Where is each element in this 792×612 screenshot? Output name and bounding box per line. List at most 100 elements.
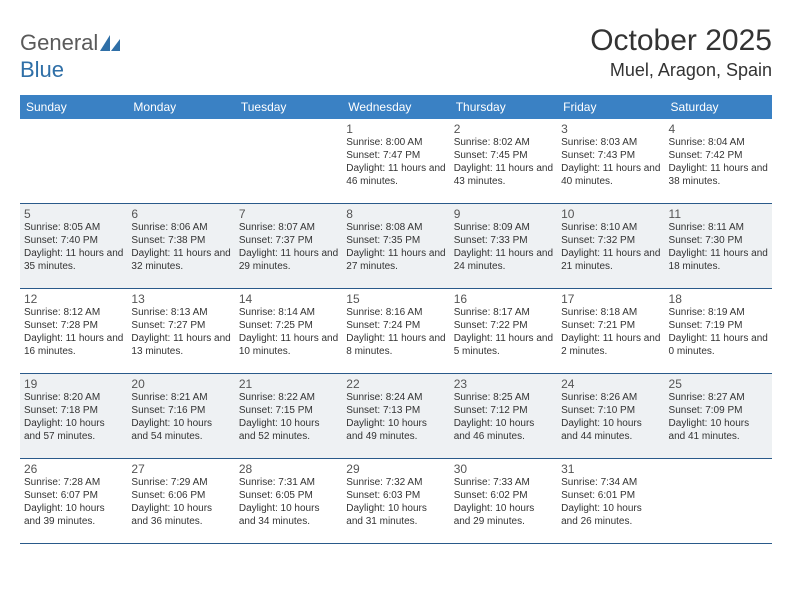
sunrise-text: Sunrise: 8:09 AM — [454, 222, 553, 235]
day-cell: 23Sunrise: 8:25 AMSunset: 7:12 PMDayligh… — [450, 374, 557, 458]
daylight-text: Daylight: 10 hours and 57 minutes. — [24, 418, 123, 444]
day-info: Sunrise: 8:22 AMSunset: 7:15 PMDaylight:… — [239, 392, 338, 443]
day-info: Sunrise: 8:09 AMSunset: 7:33 PMDaylight:… — [454, 222, 553, 273]
day-cell: 29Sunrise: 7:32 AMSunset: 6:03 PMDayligh… — [342, 459, 449, 543]
sunset-text: Sunset: 7:09 PM — [669, 405, 768, 418]
day-cell: 20Sunrise: 8:21 AMSunset: 7:16 PMDayligh… — [127, 374, 234, 458]
day-number: 19 — [24, 377, 123, 391]
day-cell: 11Sunrise: 8:11 AMSunset: 7:30 PMDayligh… — [665, 204, 772, 288]
day-cell: 14Sunrise: 8:14 AMSunset: 7:25 PMDayligh… — [235, 289, 342, 373]
daylight-text: Daylight: 10 hours and 26 minutes. — [561, 503, 660, 529]
day-number: 7 — [239, 207, 338, 221]
day-info: Sunrise: 8:12 AMSunset: 7:28 PMDaylight:… — [24, 307, 123, 358]
day-number: 31 — [561, 462, 660, 476]
daylight-text: Daylight: 11 hours and 40 minutes. — [561, 163, 660, 189]
daylight-text: Daylight: 11 hours and 46 minutes. — [346, 163, 445, 189]
day-info: Sunrise: 8:17 AMSunset: 7:22 PMDaylight:… — [454, 307, 553, 358]
sunset-text: Sunset: 7:33 PM — [454, 235, 553, 248]
day-cell: 10Sunrise: 8:10 AMSunset: 7:32 PMDayligh… — [557, 204, 664, 288]
day-number: 2 — [454, 122, 553, 136]
daylight-text: Daylight: 10 hours and 46 minutes. — [454, 418, 553, 444]
sunset-text: Sunset: 7:40 PM — [24, 235, 123, 248]
day-number: 12 — [24, 292, 123, 306]
week-row: 19Sunrise: 8:20 AMSunset: 7:18 PMDayligh… — [20, 374, 772, 459]
day-cell: 12Sunrise: 8:12 AMSunset: 7:28 PMDayligh… — [20, 289, 127, 373]
day-info: Sunrise: 8:16 AMSunset: 7:24 PMDaylight:… — [346, 307, 445, 358]
sunset-text: Sunset: 7:10 PM — [561, 405, 660, 418]
daylight-text: Daylight: 10 hours and 34 minutes. — [239, 503, 338, 529]
day-info: Sunrise: 7:29 AMSunset: 6:06 PMDaylight:… — [131, 477, 230, 528]
sunrise-text: Sunrise: 8:20 AM — [24, 392, 123, 405]
day-info: Sunrise: 7:34 AMSunset: 6:01 PMDaylight:… — [561, 477, 660, 528]
day-cell — [20, 119, 127, 203]
sunset-text: Sunset: 6:06 PM — [131, 490, 230, 503]
day-cell: 3Sunrise: 8:03 AMSunset: 7:43 PMDaylight… — [557, 119, 664, 203]
day-info: Sunrise: 8:11 AMSunset: 7:30 PMDaylight:… — [669, 222, 768, 273]
sunrise-text: Sunrise: 8:26 AM — [561, 392, 660, 405]
week-row: 5Sunrise: 8:05 AMSunset: 7:40 PMDaylight… — [20, 204, 772, 289]
day-cell — [665, 459, 772, 543]
sunset-text: Sunset: 7:32 PM — [561, 235, 660, 248]
daylight-text: Daylight: 10 hours and 39 minutes. — [24, 503, 123, 529]
daylight-text: Daylight: 10 hours and 29 minutes. — [454, 503, 553, 529]
sail-icon — [100, 31, 120, 57]
daylight-text: Daylight: 11 hours and 18 minutes. — [669, 248, 768, 274]
day-info: Sunrise: 8:00 AMSunset: 7:47 PMDaylight:… — [346, 137, 445, 188]
sunrise-text: Sunrise: 8:05 AM — [24, 222, 123, 235]
sunrise-text: Sunrise: 8:25 AM — [454, 392, 553, 405]
daylight-text: Daylight: 11 hours and 32 minutes. — [131, 248, 230, 274]
sunset-text: Sunset: 6:02 PM — [454, 490, 553, 503]
daylight-text: Daylight: 11 hours and 27 minutes. — [346, 248, 445, 274]
sunrise-text: Sunrise: 7:32 AM — [346, 477, 445, 490]
sunrise-text: Sunrise: 7:33 AM — [454, 477, 553, 490]
day-info: Sunrise: 8:06 AMSunset: 7:38 PMDaylight:… — [131, 222, 230, 273]
day-number: 8 — [346, 207, 445, 221]
day-info: Sunrise: 8:03 AMSunset: 7:43 PMDaylight:… — [561, 137, 660, 188]
day-info: Sunrise: 7:31 AMSunset: 6:05 PMDaylight:… — [239, 477, 338, 528]
day-number: 27 — [131, 462, 230, 476]
daylight-text: Daylight: 11 hours and 2 minutes. — [561, 333, 660, 359]
sunrise-text: Sunrise: 8:18 AM — [561, 307, 660, 320]
sunset-text: Sunset: 7:43 PM — [561, 150, 660, 163]
daylight-text: Daylight: 11 hours and 10 minutes. — [239, 333, 338, 359]
sunrise-text: Sunrise: 8:02 AM — [454, 137, 553, 150]
sunset-text: Sunset: 7:12 PM — [454, 405, 553, 418]
day-info: Sunrise: 8:25 AMSunset: 7:12 PMDaylight:… — [454, 392, 553, 443]
sunset-text: Sunset: 6:03 PM — [346, 490, 445, 503]
day-info: Sunrise: 8:14 AMSunset: 7:25 PMDaylight:… — [239, 307, 338, 358]
sunrise-text: Sunrise: 8:08 AM — [346, 222, 445, 235]
daylight-text: Daylight: 10 hours and 36 minutes. — [131, 503, 230, 529]
daylight-text: Daylight: 11 hours and 29 minutes. — [239, 248, 338, 274]
sunset-text: Sunset: 7:16 PM — [131, 405, 230, 418]
day-cell: 5Sunrise: 8:05 AMSunset: 7:40 PMDaylight… — [20, 204, 127, 288]
day-number: 16 — [454, 292, 553, 306]
daylight-text: Daylight: 11 hours and 0 minutes. — [669, 333, 768, 359]
daylight-text: Daylight: 10 hours and 44 minutes. — [561, 418, 660, 444]
day-number: 21 — [239, 377, 338, 391]
page-header: GeneralBlue October 2025 Muel, Aragon, S… — [20, 24, 772, 83]
calendar-grid: SundayMondayTuesdayWednesdayThursdayFrid… — [20, 95, 772, 544]
daylight-text: Daylight: 11 hours and 5 minutes. — [454, 333, 553, 359]
sunset-text: Sunset: 7:30 PM — [669, 235, 768, 248]
sunrise-text: Sunrise: 8:21 AM — [131, 392, 230, 405]
sunset-text: Sunset: 6:05 PM — [239, 490, 338, 503]
day-number: 29 — [346, 462, 445, 476]
sunrise-text: Sunrise: 8:07 AM — [239, 222, 338, 235]
day-info: Sunrise: 8:21 AMSunset: 7:16 PMDaylight:… — [131, 392, 230, 443]
sunset-text: Sunset: 7:24 PM — [346, 320, 445, 333]
day-info: Sunrise: 8:27 AMSunset: 7:09 PMDaylight:… — [669, 392, 768, 443]
calendar-page: GeneralBlue October 2025 Muel, Aragon, S… — [0, 0, 792, 544]
sunset-text: Sunset: 7:15 PM — [239, 405, 338, 418]
sunrise-text: Sunrise: 8:16 AM — [346, 307, 445, 320]
day-cell: 4Sunrise: 8:04 AMSunset: 7:42 PMDaylight… — [665, 119, 772, 203]
sunset-text: Sunset: 7:27 PM — [131, 320, 230, 333]
day-cell: 19Sunrise: 8:20 AMSunset: 7:18 PMDayligh… — [20, 374, 127, 458]
daylight-text: Daylight: 11 hours and 21 minutes. — [561, 248, 660, 274]
weekday-label: Tuesday — [235, 95, 342, 119]
day-number: 1 — [346, 122, 445, 136]
day-info: Sunrise: 8:18 AMSunset: 7:21 PMDaylight:… — [561, 307, 660, 358]
day-cell: 2Sunrise: 8:02 AMSunset: 7:45 PMDaylight… — [450, 119, 557, 203]
day-cell: 31Sunrise: 7:34 AMSunset: 6:01 PMDayligh… — [557, 459, 664, 543]
day-info: Sunrise: 7:28 AMSunset: 6:07 PMDaylight:… — [24, 477, 123, 528]
day-info: Sunrise: 8:08 AMSunset: 7:35 PMDaylight:… — [346, 222, 445, 273]
